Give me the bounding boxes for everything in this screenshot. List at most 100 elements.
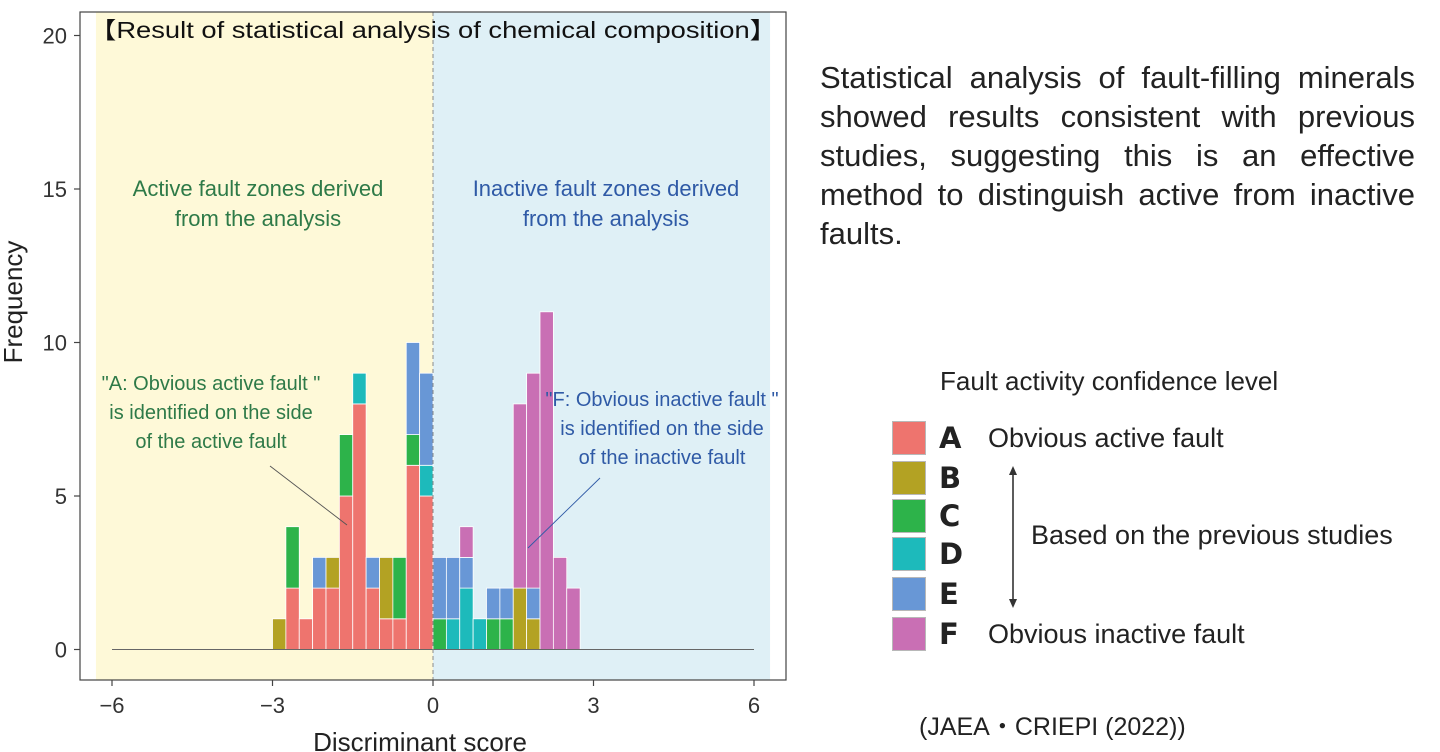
- annotation-leader-f: [527, 477, 601, 549]
- bar-A-bin-10: [405, 464, 421, 650]
- legend-item-e: E: [892, 577, 1432, 613]
- region-label-0: from the analysis: [175, 206, 341, 231]
- bar-A-bin-1: [285, 587, 300, 650]
- legend-swatch: [892, 617, 926, 651]
- chart-title: 【Result of statistical analysis of chemi…: [89, 17, 777, 43]
- bar-E-bin-3: [312, 557, 327, 589]
- legend-swatch: [892, 577, 926, 611]
- legend-letter: C: [939, 499, 961, 533]
- bar-D-bin-11: [419, 464, 434, 497]
- region-backgrounds: [95, 12, 771, 680]
- annotation-0-line: is identified on the side: [109, 402, 312, 424]
- annotation-0-line: "A: Obvious active fault ": [102, 373, 321, 395]
- bar-F-bin-21: [552, 557, 568, 650]
- bar-C-bin-10: [405, 434, 421, 466]
- bar-B-bin-4: [325, 557, 340, 589]
- bar-C-bin-1: [285, 526, 300, 589]
- bar-B-bin-19: [526, 618, 541, 650]
- legend-item-c: C: [892, 499, 1432, 535]
- bar-D-bin-15: [472, 618, 487, 650]
- legend-letter: D: [939, 537, 964, 571]
- legend-item-d: D: [892, 537, 1432, 573]
- region-label-0: Active fault zones derived: [133, 176, 384, 201]
- bar-F-bin-14: [459, 526, 474, 558]
- chart-guides: [112, 12, 754, 680]
- annotation-leader-a: [269, 465, 348, 526]
- legend-swatch: [892, 499, 926, 533]
- bar-A-bin-7: [365, 587, 380, 650]
- bar-C-bin-16: [486, 618, 501, 650]
- region-label-1: from the analysis: [523, 206, 689, 231]
- bar-E-bin-19: [526, 587, 541, 620]
- bar-D-bin-14: [459, 587, 474, 650]
- legend-letter: E: [939, 577, 959, 611]
- chart-text: −6 −3 0 3 6 0 5 10 15 20 Discriminant score Frequen…: [0, 17, 779, 752]
- legend-title: Fault activity confidence level: [940, 366, 1279, 396]
- bar-E-bin-10: [405, 342, 421, 435]
- double-arrow-icon: [1009, 466, 1017, 608]
- region-1: [433, 12, 771, 680]
- bar-E-bin-7: [365, 557, 380, 589]
- legend-item-f: F Obvious inactive fault: [892, 617, 1432, 653]
- y-tick-label: 5: [55, 484, 67, 509]
- bar-E-bin-16: [486, 587, 501, 620]
- bar-A-bin-6: [352, 403, 367, 650]
- bar-A-bin-2: [298, 618, 314, 650]
- bar-A-bin-9: [392, 618, 407, 650]
- bar-F-bin-19: [526, 372, 541, 589]
- bar-E-bin-13: [445, 557, 461, 620]
- bar-A-bin-4: [325, 587, 340, 650]
- legend-item-b: B: [892, 461, 1432, 497]
- bar-B-bin-8: [379, 557, 394, 620]
- bar-D-bin-13: [445, 618, 461, 650]
- bar-B-bin-18: [512, 587, 528, 650]
- legend-item-a: A Obvious active fault: [892, 421, 1432, 457]
- description-text: Statistical analysis of fault-filling mi…: [820, 60, 1415, 251]
- x-tick-label: −6: [99, 693, 124, 718]
- x-tick-label: 6: [748, 693, 760, 718]
- x-tick-label: 0: [427, 693, 439, 718]
- bar-E-bin-14: [459, 557, 474, 589]
- y-tick-label: 10: [43, 331, 67, 356]
- region-label-1: Inactive fault zones derived: [473, 176, 740, 201]
- bar-C-bin-17: [499, 618, 514, 650]
- bar-E-bin-11: [419, 372, 434, 466]
- bar-C-bin-9: [392, 557, 407, 620]
- annotation-1-line: of the inactive fault: [579, 447, 746, 469]
- legend-label: Obvious active fault: [988, 423, 1224, 453]
- source-citation: (JAEA・CRIEPI (2022)): [919, 713, 1186, 741]
- y-tick-label: 20: [43, 24, 67, 49]
- bar-A-bin-3: [312, 587, 327, 650]
- bar-F-bin-20: [539, 311, 554, 650]
- bar-C-bin-5: [338, 434, 354, 497]
- annotation-1-line: "F: Obvious inactive fault ": [545, 389, 778, 411]
- legend-swatch: [892, 461, 926, 495]
- legend-letter: A: [939, 421, 962, 455]
- bar-F-bin-18: [512, 403, 528, 589]
- bar-E-bin-12: [432, 557, 447, 620]
- bar-A-bin-11: [419, 495, 434, 650]
- bar-F-bin-22: [566, 587, 581, 650]
- x-axis-label: Discriminant score: [313, 727, 527, 752]
- histogram-chart: −6 −3 0 3 6 0 5 10 15 20 Discriminant score Frequen…: [0, 11, 787, 752]
- y-axis-label: Frequency: [0, 241, 28, 364]
- bar-E-bin-17: [499, 587, 514, 620]
- legend-label: Obvious inactive fault: [988, 619, 1245, 649]
- y-tick-label: 0: [55, 638, 67, 663]
- legend-swatch: [892, 421, 926, 455]
- legend-letter: F: [939, 617, 959, 651]
- annotation-0-line: of the active fault: [135, 431, 287, 453]
- bar-B-bin-0: [272, 618, 287, 650]
- annotation-1-line: is identified on the side: [560, 418, 763, 440]
- bar-A-bin-5: [338, 495, 354, 650]
- bar-C-bin-12: [432, 618, 447, 650]
- axes: [74, 11, 787, 686]
- x-tick-label: 3: [587, 693, 599, 718]
- legend-swatch: [892, 537, 926, 571]
- bar-A-bin-8: [379, 618, 394, 650]
- legend-letter: B: [939, 461, 962, 495]
- bar-D-bin-6: [352, 372, 367, 405]
- legend-middle-note: Based on the previous studies: [1031, 520, 1393, 550]
- x-tick-label: −3: [260, 693, 285, 718]
- y-tick-label: 15: [43, 177, 67, 202]
